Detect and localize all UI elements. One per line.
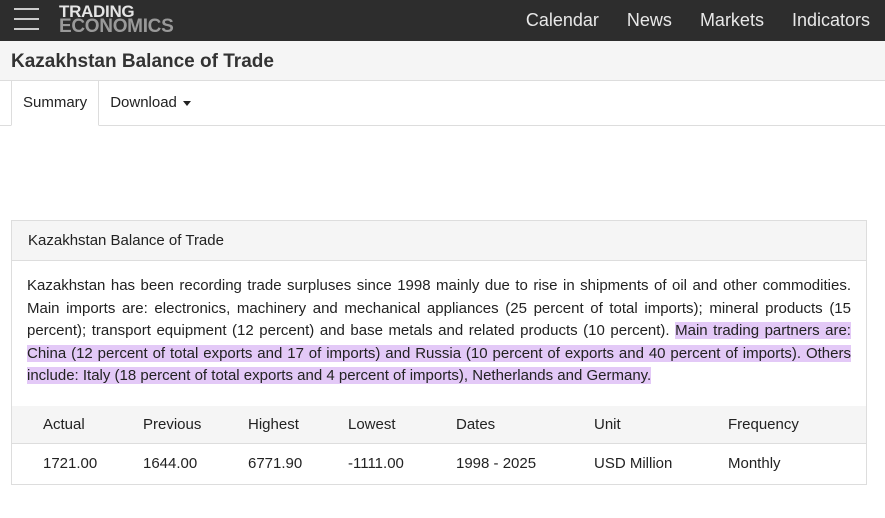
nav-links: Calendar News Markets Indicators bbox=[526, 10, 870, 31]
table-cell: -1111.00 bbox=[348, 455, 404, 473]
description-text: Kazakhstan has been recording trade surp… bbox=[27, 277, 851, 339]
navbar: TRADING ECONOMICS Calendar News Markets I… bbox=[0, 0, 885, 41]
column-header: Highest bbox=[248, 405, 348, 444]
logo-top: TRADING bbox=[59, 2, 135, 21]
panel: Kazakhstan Balance of Trade Kazakhstan h… bbox=[11, 220, 867, 485]
caret bbox=[182, 100, 191, 106]
menu-button[interactable] bbox=[14, 8, 39, 38]
nav-link[interactable]: News bbox=[626, 10, 672, 30]
column-header: Dates bbox=[456, 405, 594, 444]
tab-download[interactable]: Download bbox=[99, 81, 202, 125]
description: Kazakhstan has been recording trade surp… bbox=[12, 261, 866, 406]
tab-label: Download bbox=[110, 94, 177, 111]
column-header: Lowest bbox=[348, 405, 456, 444]
table-cell: 6771.90 bbox=[248, 455, 303, 473]
nav-link[interactable]: Calendar bbox=[525, 10, 599, 30]
table-body: 1721.00 1644.00 6771.90 -1111.00 1998 - 2025… bbox=[12, 444, 866, 484]
panel-title: Kazakhstan Balance of Trade bbox=[12, 221, 866, 261]
table-cell: 1644.00 bbox=[143, 455, 198, 473]
table-row: 1721.00 1644.00 6771.90 -1111.00 1998 - 2025… bbox=[12, 444, 866, 484]
table-cell: Monthly bbox=[728, 455, 781, 473]
tab-summary[interactable]: Summary bbox=[11, 81, 100, 126]
table-cell: 1721.00 bbox=[43, 455, 98, 473]
table-cell: 1998 - 2025 bbox=[456, 455, 537, 473]
logo[interactable]: TRADING ECONOMICS bbox=[59, 2, 174, 37]
nav-link[interactable]: Markets bbox=[699, 10, 764, 30]
stats-table: Actual Previous Highest Lowest Dates Unit Freq… bbox=[12, 405, 866, 484]
column-header: Unit bbox=[594, 405, 728, 444]
logo-bottom: ECONOMICS bbox=[59, 16, 174, 37]
column-header: Frequency bbox=[728, 405, 866, 444]
highlighted-text: Main trading partners are: China (12 per… bbox=[27, 322, 851, 384]
table-cell: USD Million bbox=[594, 455, 673, 473]
header-row: Actual Previous Highest Lowest Dates Unit Freq… bbox=[12, 405, 866, 444]
page-title: Kazakhstan Balance of Trade bbox=[0, 41, 885, 81]
column-header: Previous bbox=[143, 405, 248, 444]
column-header: Actual bbox=[12, 405, 143, 444]
nav-link[interactable]: Indicators bbox=[791, 10, 870, 30]
tabs: Summary Download bbox=[0, 81, 885, 126]
